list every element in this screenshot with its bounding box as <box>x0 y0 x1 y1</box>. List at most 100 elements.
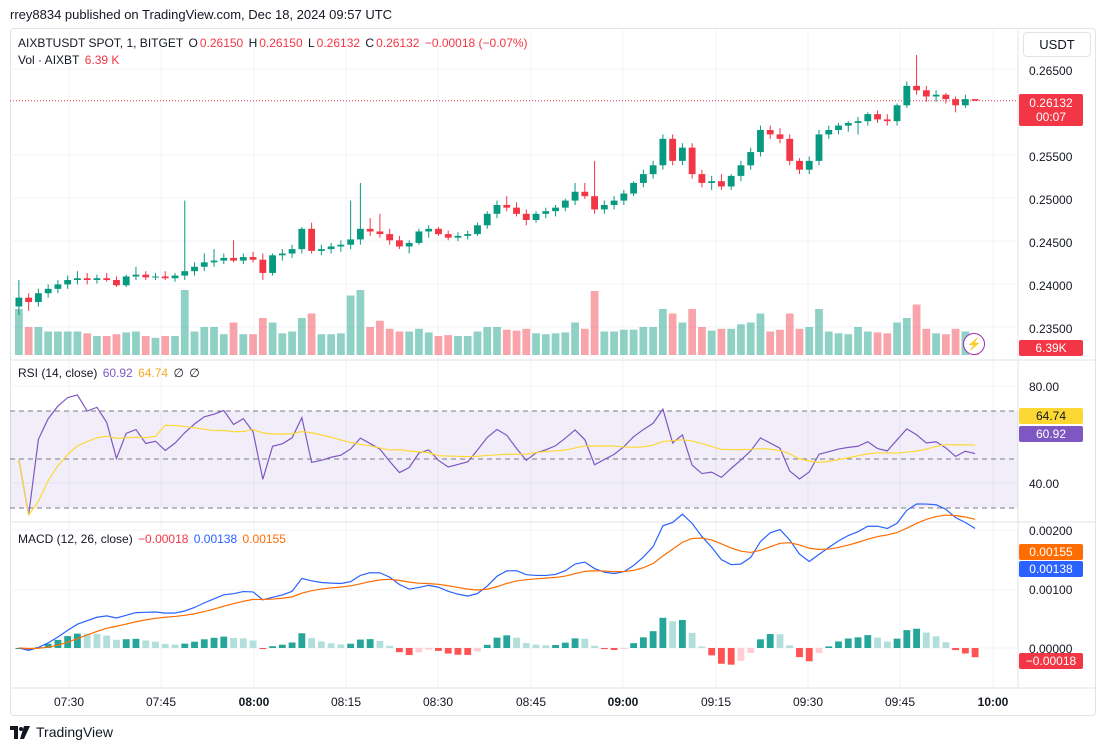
candle-body <box>688 147 696 175</box>
macd-histogram-bar <box>356 639 364 648</box>
candle-body <box>942 94 950 100</box>
time-tick: 08:15 <box>330 695 362 709</box>
volume-bar <box>756 313 765 355</box>
macd-histogram-bar <box>317 641 325 648</box>
volume-bar <box>844 334 853 355</box>
rsi-ma-line <box>18 424 976 517</box>
macd-hist-value: −0.00018 <box>138 532 189 546</box>
macd-histogram-bar <box>747 648 755 653</box>
macd-histogram-bar <box>337 644 345 648</box>
macd-histogram-bar <box>532 644 540 648</box>
rsi-label[interactable]: RSI (14, close) <box>18 366 98 380</box>
volume-bar <box>678 322 687 355</box>
volume-bar <box>737 324 745 355</box>
candle-body <box>971 99 979 101</box>
macd-histogram-bar <box>678 619 686 648</box>
volume-bar <box>493 327 501 355</box>
volume-bar <box>405 331 414 355</box>
volume-bar <box>561 332 570 355</box>
candle-body <box>600 205 608 210</box>
time-tick: 09:00 <box>607 695 639 709</box>
candle-body <box>503 205 511 208</box>
volume-bar <box>346 295 355 355</box>
macd-histogram-bar <box>854 637 862 648</box>
volume-bar <box>746 322 755 355</box>
macd-histogram-bar <box>347 643 355 648</box>
volume-bar <box>93 336 101 355</box>
macd-histogram-bar <box>874 637 881 648</box>
macd-histogram-bar <box>864 635 872 648</box>
volume-bar <box>132 331 140 355</box>
candle-body <box>893 105 901 122</box>
macd-histogram-bar <box>503 635 511 648</box>
candle-body <box>903 85 911 106</box>
candle-body <box>288 249 296 254</box>
macd-histogram-bar <box>483 644 491 648</box>
symbol-label[interactable]: AIXBTUSDT SPOT, 1, BITGET <box>18 36 184 50</box>
macd-hist-tag: −0.00018 <box>1019 653 1083 669</box>
volume-bar <box>376 320 384 355</box>
candle-body <box>737 165 745 176</box>
macd-label[interactable]: MACD (12, 26, close) <box>18 532 133 546</box>
candle-body <box>835 125 842 130</box>
currency-button[interactable]: USDT <box>1023 32 1091 57</box>
volume-bar <box>610 331 618 355</box>
macd-histogram-bar <box>415 648 423 653</box>
tradingview-logo-icon <box>10 725 30 739</box>
volume-bar <box>122 332 131 355</box>
candle-body <box>74 278 81 280</box>
macd-histogram-bar <box>757 639 764 648</box>
macd-histogram-bar <box>493 637 501 648</box>
volume-bar <box>180 290 189 355</box>
rsi-na-1: ∅ <box>173 366 184 380</box>
candle-body <box>913 85 920 91</box>
volume-bar <box>727 328 736 355</box>
flash-icon[interactable]: ⚡ <box>963 333 985 355</box>
candle-body <box>796 160 803 170</box>
time-tick: 07:45 <box>145 695 177 709</box>
macd-histogram-bar <box>639 637 647 648</box>
macd-histogram-bar <box>815 648 823 653</box>
time-tick: 09:45 <box>884 695 916 709</box>
volume-bar <box>219 334 228 355</box>
volume-bar <box>873 332 882 355</box>
footer-brand-text: TradingView <box>36 724 114 740</box>
candle-body <box>25 297 33 303</box>
volume-bar <box>151 337 160 355</box>
open-label: O <box>188 36 198 50</box>
volume-bar <box>688 309 697 355</box>
macd-histogram-bar <box>825 646 833 648</box>
close-value: 0.26132 <box>376 36 420 50</box>
macd-histogram-bar <box>893 638 901 648</box>
candle-body <box>952 99 960 106</box>
macd-histogram-bar <box>44 643 52 648</box>
candle-body <box>922 90 930 97</box>
price-tick: 0.23500 <box>1029 322 1073 336</box>
last-price-tag: 0.26132 00:07 <box>1019 94 1083 126</box>
price-tick: 0.26500 <box>1029 64 1073 78</box>
low-value: 0.26132 <box>316 36 361 50</box>
macd-histogram-bar <box>971 648 979 658</box>
volume-bar <box>210 327 218 355</box>
candle-body <box>425 228 433 232</box>
macd-histogram-bar <box>903 630 911 648</box>
volume-bar <box>102 336 111 355</box>
volume-bar <box>571 322 579 355</box>
footer-brand[interactable]: TradingView <box>10 724 113 740</box>
macd-histogram-bar <box>610 648 618 650</box>
volume-tag: 6.39K <box>1019 340 1083 356</box>
macd-histogram-bar <box>113 639 120 648</box>
volume-legend: Vol · AIXBT 6.39 K <box>18 53 121 67</box>
candle-body <box>64 280 72 285</box>
price-tick: 0.24000 <box>1029 279 1073 293</box>
macd-histogram-bar <box>454 648 462 655</box>
candle-body <box>444 234 452 238</box>
volume-bar <box>415 328 423 355</box>
volume-bar <box>278 333 287 355</box>
candle-body <box>181 271 189 276</box>
macd-histogram-bar <box>561 642 569 648</box>
macd-histogram-bar <box>952 648 960 651</box>
volume-bar <box>454 336 462 355</box>
macd-histogram-bar <box>239 638 247 648</box>
